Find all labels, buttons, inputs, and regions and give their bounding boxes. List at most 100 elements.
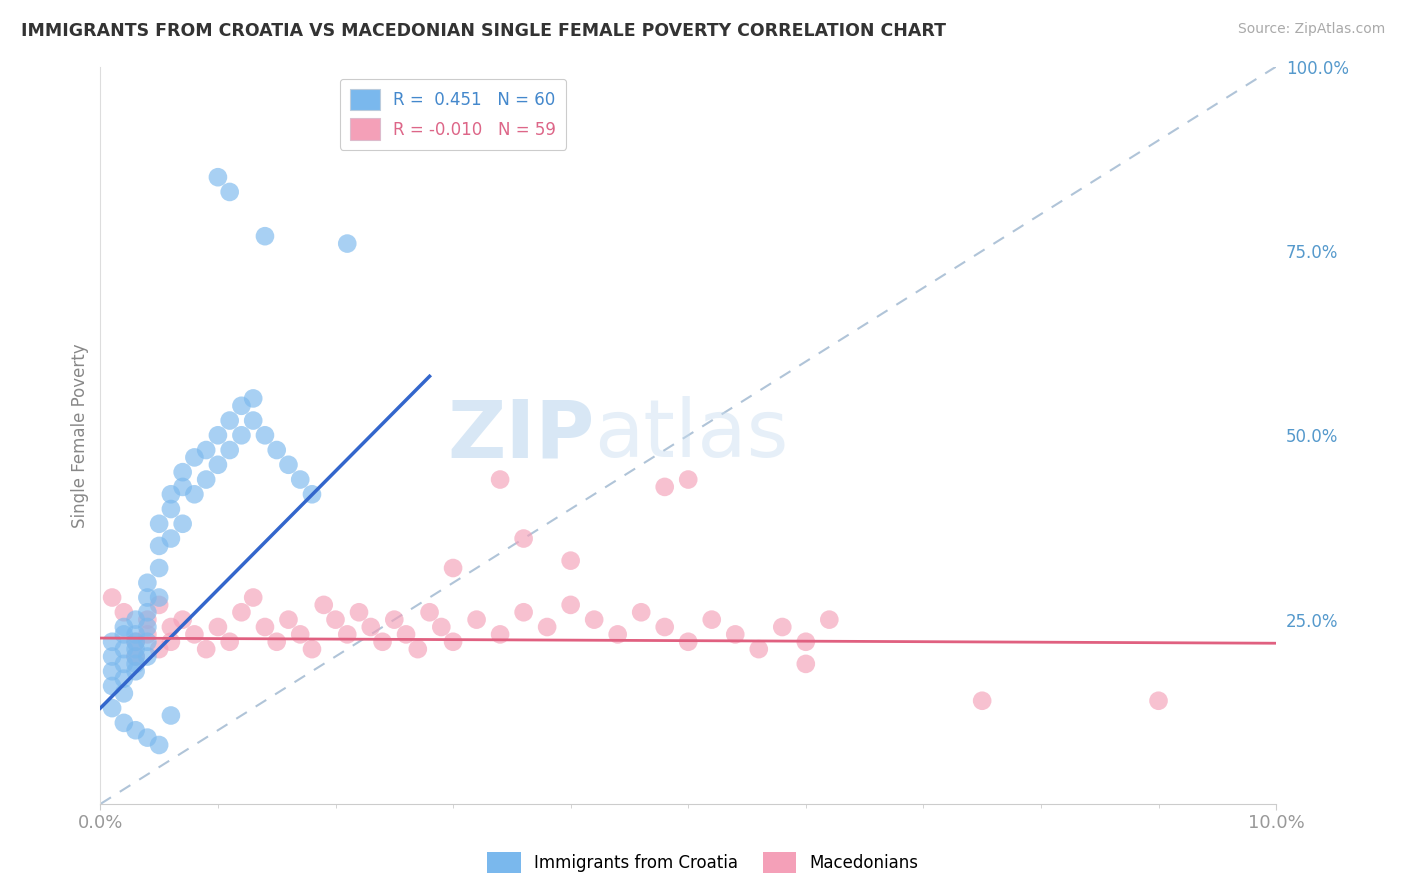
Point <box>124 642 146 657</box>
Point <box>242 413 264 427</box>
Point <box>124 649 146 664</box>
Point <box>512 605 534 619</box>
Point <box>148 539 170 553</box>
Point <box>724 627 747 641</box>
Y-axis label: Single Female Poverty: Single Female Poverty <box>72 343 89 527</box>
Point <box>148 561 170 575</box>
Point <box>124 634 146 648</box>
Point <box>112 605 135 619</box>
Point <box>676 634 699 648</box>
Point <box>101 649 124 664</box>
Point <box>124 657 146 671</box>
Point <box>371 634 394 648</box>
Point <box>700 613 723 627</box>
Point <box>441 561 464 575</box>
Point <box>207 458 229 472</box>
Point <box>101 665 124 679</box>
Point <box>124 627 146 641</box>
Point <box>489 627 512 641</box>
Point <box>160 502 183 516</box>
Point <box>112 642 135 657</box>
Point <box>312 598 335 612</box>
Point <box>195 473 218 487</box>
Point <box>160 620 183 634</box>
Point <box>136 731 159 745</box>
Point <box>101 634 124 648</box>
Point <box>148 738 170 752</box>
Point <box>101 591 124 605</box>
Point <box>512 532 534 546</box>
Point <box>347 605 370 619</box>
Point <box>654 620 676 634</box>
Point <box>136 649 159 664</box>
Point <box>630 605 652 619</box>
Point <box>465 613 488 627</box>
Point <box>266 443 288 458</box>
Point <box>207 428 229 442</box>
Point <box>136 613 159 627</box>
Point <box>207 170 229 185</box>
Text: IMMIGRANTS FROM CROATIA VS MACEDONIAN SINGLE FEMALE POVERTY CORRELATION CHART: IMMIGRANTS FROM CROATIA VS MACEDONIAN SI… <box>21 22 946 40</box>
Point <box>231 399 253 413</box>
Point <box>160 532 183 546</box>
Point <box>160 634 183 648</box>
Point <box>183 450 205 465</box>
Point <box>430 620 453 634</box>
Point <box>124 723 146 738</box>
Point <box>218 443 240 458</box>
Point <box>277 613 299 627</box>
Point <box>242 591 264 605</box>
Point <box>1147 694 1170 708</box>
Point <box>172 480 194 494</box>
Point <box>770 620 793 634</box>
Point <box>794 634 817 648</box>
Point <box>382 613 405 627</box>
Point <box>160 708 183 723</box>
Legend: Immigrants from Croatia, Macedonians: Immigrants from Croatia, Macedonians <box>481 846 925 880</box>
Point <box>148 642 170 657</box>
Point <box>676 473 699 487</box>
Point <box>124 613 146 627</box>
Point <box>441 634 464 648</box>
Point <box>112 620 135 634</box>
Point <box>606 627 628 641</box>
Point <box>172 516 194 531</box>
Point <box>818 613 841 627</box>
Point <box>419 605 441 619</box>
Point <box>136 620 159 634</box>
Point <box>301 642 323 657</box>
Legend: R =  0.451   N = 60, R = -0.010   N = 59: R = 0.451 N = 60, R = -0.010 N = 59 <box>340 78 567 150</box>
Point <box>112 657 135 671</box>
Point <box>101 679 124 693</box>
Point <box>148 598 170 612</box>
Point <box>124 649 146 664</box>
Point <box>112 715 135 730</box>
Point <box>160 487 183 501</box>
Point <box>560 554 582 568</box>
Point <box>290 473 312 487</box>
Point <box>277 458 299 472</box>
Point <box>395 627 418 641</box>
Point <box>207 620 229 634</box>
Point <box>231 605 253 619</box>
Point <box>301 487 323 501</box>
Point <box>972 694 994 708</box>
Point <box>489 473 512 487</box>
Point <box>172 465 194 479</box>
Point <box>148 516 170 531</box>
Point <box>560 598 582 612</box>
Point <box>112 627 135 641</box>
Point <box>266 634 288 648</box>
Point <box>583 613 606 627</box>
Point <box>218 413 240 427</box>
Point <box>654 480 676 494</box>
Point <box>218 185 240 199</box>
Text: Source: ZipAtlas.com: Source: ZipAtlas.com <box>1237 22 1385 37</box>
Point <box>172 613 194 627</box>
Point <box>218 634 240 648</box>
Text: atlas: atlas <box>595 396 789 475</box>
Point <box>136 575 159 590</box>
Point <box>290 627 312 641</box>
Point <box>183 487 205 501</box>
Point <box>112 672 135 686</box>
